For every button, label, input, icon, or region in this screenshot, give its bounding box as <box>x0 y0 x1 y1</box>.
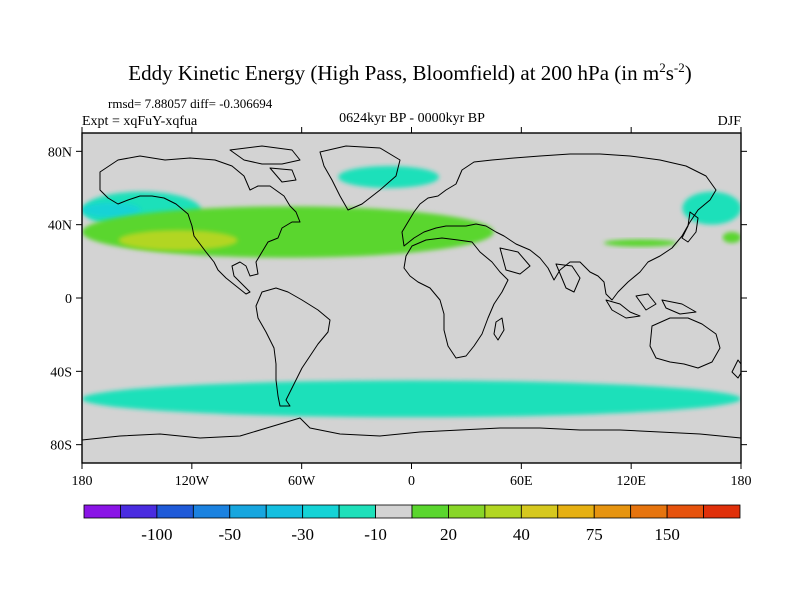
colorbar-swatch <box>265 504 304 519</box>
colorbar-swatch <box>411 504 449 519</box>
season-text: DJF <box>718 114 742 129</box>
colorbar-label: -30 <box>291 525 314 544</box>
region-north-pacific-inner-negative <box>82 202 141 218</box>
x-tick-label: 60W <box>288 474 316 489</box>
x-tick-label: 0 <box>408 474 415 489</box>
x-tick-label: 120W <box>175 474 210 489</box>
colorbar-swatch <box>338 504 376 519</box>
coastline-australia <box>649 317 721 369</box>
chart-title-main: Eddy Kinetic Energy (High Pass, Bloomfie… <box>128 61 659 85</box>
region-southern-ocean-negative <box>82 380 741 418</box>
coastline-south-america <box>255 287 331 407</box>
coastline-antarctica <box>82 417 741 441</box>
chart-title-s: s <box>666 61 674 85</box>
y-tick-label: 40N <box>48 219 72 234</box>
colorbar-label: 75 <box>586 525 603 544</box>
colorbar-label: 40 <box>513 525 530 544</box>
colorbar-swatch <box>593 504 632 519</box>
x-tick-label: 180 <box>731 474 752 489</box>
colorbar-swatch <box>192 504 231 519</box>
coastline-maritime-continent <box>605 293 697 319</box>
region-northwest-pacific-negative <box>682 191 741 225</box>
y-tick-label: 80S <box>50 439 72 454</box>
experiment-text: Expt = xqFuY-xqfua <box>82 114 198 129</box>
coastline-greenland <box>319 145 401 211</box>
coastline-arctic-islands <box>229 145 301 183</box>
chart-title-exp-m: 2 <box>659 60 666 75</box>
region-dateline-positive <box>722 232 741 243</box>
region-subtropical-jet-core-positive <box>118 230 238 251</box>
y-tick-label: 40S <box>50 365 72 380</box>
stats-text: rmsd= 7.88057 diff= -0.306694 <box>108 96 273 111</box>
region-north-atlantic-negative <box>338 166 439 188</box>
colorbar-swatch <box>557 504 595 519</box>
coastlines <box>82 145 741 441</box>
colorbar-label: -100 <box>141 525 172 544</box>
colorbar-swatch <box>484 504 522 519</box>
chart-title-exp-s: -2 <box>674 60 685 75</box>
colorbar-label: -10 <box>364 525 387 544</box>
region-subtropical-jet-positive <box>82 206 494 258</box>
colorbar-label: 20 <box>440 525 457 544</box>
colorbar: -100 -50 -30 -10 20 40 75 150 <box>83 504 741 544</box>
colorbar-label: 150 <box>654 525 680 544</box>
region-east-asia-positive <box>603 239 677 247</box>
x-tick-label: 60E <box>510 474 533 489</box>
chart-title: Eddy Kinetic Energy (High Pass, Bloomfie… <box>128 60 692 85</box>
colorbar-swatch <box>520 504 559 519</box>
chart-title-close: ) <box>685 61 692 85</box>
period-text: 0624kyr BP - 0000kyr BP <box>339 111 485 126</box>
coastline-eurasia <box>401 153 717 301</box>
x-tick-label: 180 <box>72 474 93 489</box>
anomaly-regions <box>82 166 741 418</box>
colorbar-swatch <box>666 504 704 519</box>
coastline-north-america <box>99 155 301 295</box>
colorbar-swatch <box>302 504 340 519</box>
y-tick-label: 0 <box>65 292 72 307</box>
colorbar-swatch <box>83 504 121 519</box>
coastline-japan <box>681 211 699 243</box>
colorbar-label: -50 <box>218 525 241 544</box>
y-tick-label: 80N <box>48 145 72 160</box>
map-axes: 180 120W 60W 0 60E 120E 180 80N 40N 0 40S 80S <box>48 127 752 489</box>
coastline-arabia-india <box>499 247 581 293</box>
colorbar-swatch <box>630 504 668 519</box>
x-tick-label: 120E <box>616 474 646 489</box>
coastline-africa <box>403 237 509 359</box>
colorbar-swatch <box>703 504 741 519</box>
coastline-new-zealand <box>731 359 741 379</box>
colorbar-swatch <box>156 504 194 519</box>
colorbar-swatch <box>229 504 267 519</box>
colorbar-swatch <box>375 504 413 519</box>
colorbar-swatch <box>448 504 486 519</box>
coastline-madagascar <box>493 317 505 341</box>
colorbar-swatch <box>120 504 158 519</box>
